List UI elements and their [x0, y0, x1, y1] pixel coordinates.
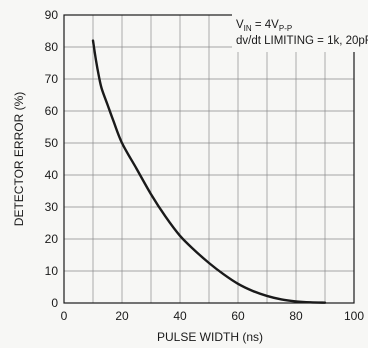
y-tick-label: 0 — [51, 296, 58, 310]
y-tick-label: 60 — [45, 104, 59, 118]
annotation-background — [232, 14, 356, 52]
annotation-line-1: VIN = 4VP-P — [236, 19, 292, 33]
x-tick-label: 40 — [173, 309, 187, 323]
y-tick-label: 10 — [45, 264, 59, 278]
annotation-line-2: dv/dt LIMITING = 1k, 20pF — [236, 35, 368, 47]
plot-frame — [63, 14, 355, 304]
x-tick-label: 60 — [231, 309, 245, 323]
x-axis-title: PULSE WIDTH (ns) — [157, 330, 263, 344]
grid — [64, 15, 354, 303]
x-tick-label: 80 — [289, 309, 303, 323]
tick-labels: 0 20 40 60 80 100 0 10 20 30 40 50 60 70 80 90 — [45, 8, 365, 323]
y-tick-label: 80 — [45, 40, 59, 54]
series-line — [91, 39, 327, 304]
y-tick-label: 20 — [45, 232, 59, 246]
y-tick-label: 40 — [45, 168, 59, 182]
y-tick-label: 70 — [45, 72, 59, 86]
y-axis-title: DETECTOR ERROR (%) — [12, 92, 26, 226]
y-tick-label: 30 — [45, 200, 59, 214]
y-tick-label: 90 — [45, 8, 59, 22]
x-tick-label: 0 — [61, 309, 68, 323]
y-tick-label: 50 — [45, 136, 59, 150]
x-tick-label: 100 — [344, 309, 364, 323]
series-layer — [91, 39, 327, 304]
x-tick-label: 20 — [115, 309, 129, 323]
